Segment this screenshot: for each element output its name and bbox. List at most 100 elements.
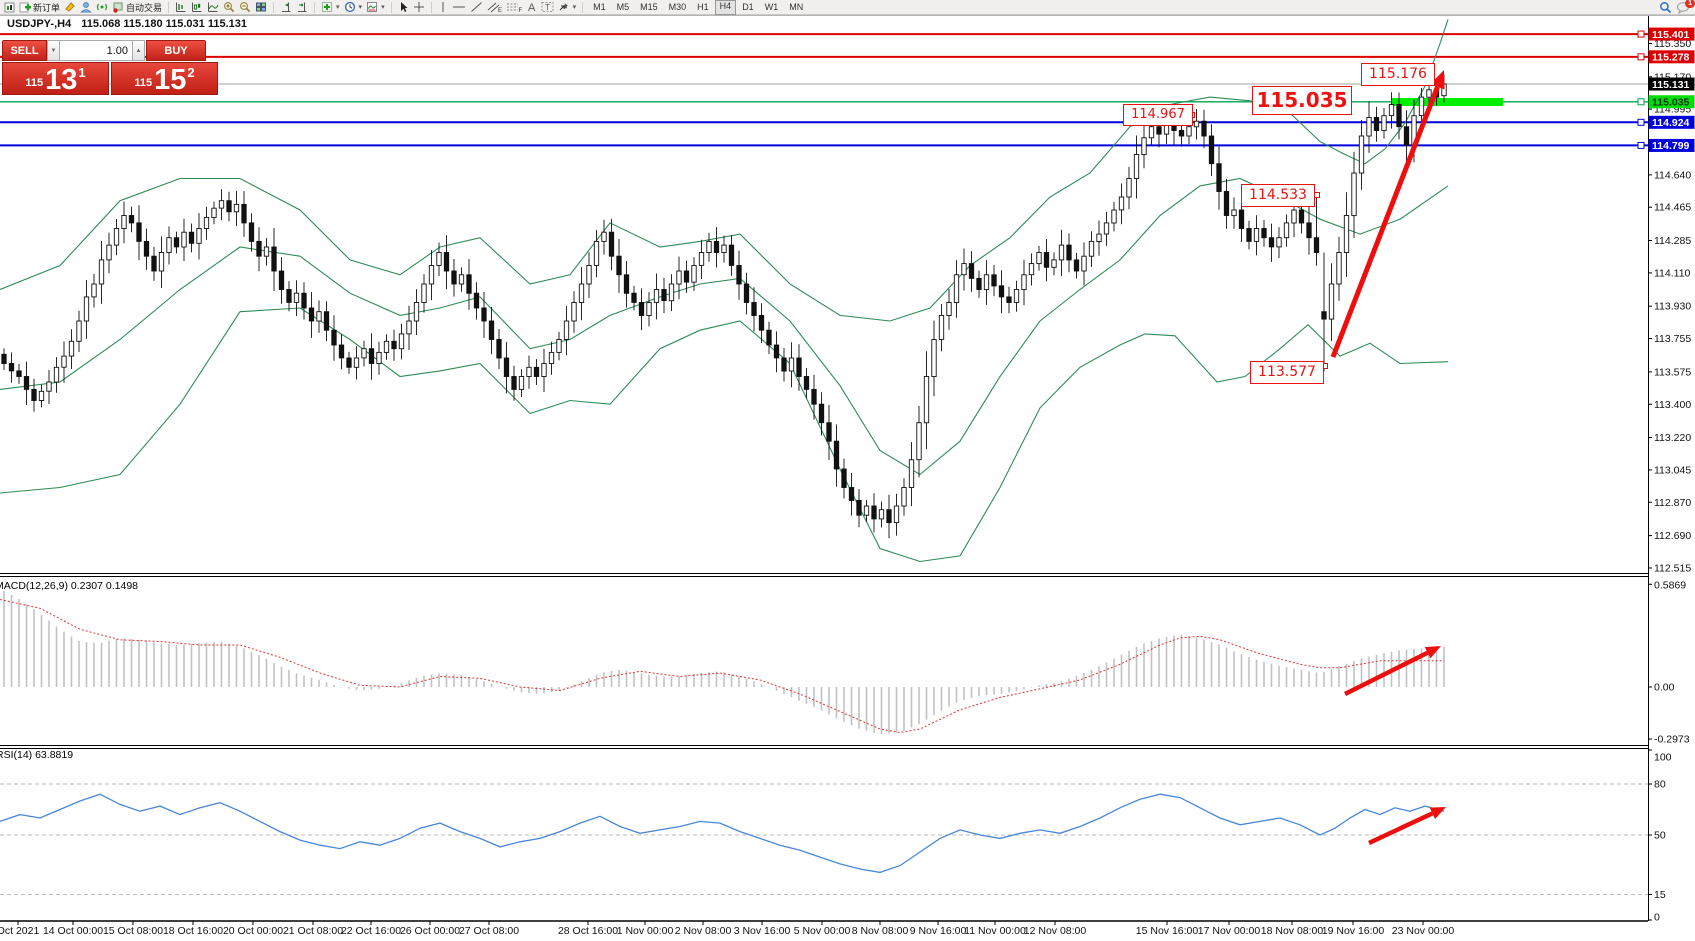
text-label-icon[interactable]: T	[540, 1, 555, 14]
svg-text:F: F	[518, 8, 522, 13]
volume-input[interactable]: 1.00	[60, 40, 132, 61]
style-brush-icon[interactable]	[63, 1, 77, 14]
new-order-button[interactable]: 新订单	[18, 1, 61, 14]
price-callout-113.577[interactable]: 113.577	[1250, 360, 1324, 384]
svg-text:-0.2973: -0.2973	[1654, 734, 1690, 746]
cursor-icon[interactable]	[397, 1, 410, 14]
svg-text:113.400: 113.400	[1654, 399, 1691, 411]
auto-trading-button[interactable]: 自动交易	[111, 1, 163, 14]
horizontal-price-lines[interactable]	[0, 33, 1648, 147]
price-callout-114.533[interactable]: 114.533	[1241, 183, 1315, 207]
svg-text:E: E	[498, 8, 502, 13]
bollinger-middle	[0, 177, 1449, 476]
timeframe-MN[interactable]: MN	[789, 1, 804, 12]
trend-arrow-2[interactable]	[1424, 646, 1441, 659]
timeframe-M1[interactable]: M1	[593, 1, 606, 12]
timeframe-W1[interactable]: W1	[764, 1, 779, 12]
buy-price-big: 15	[154, 64, 187, 96]
crosshair-icon[interactable]	[412, 1, 426, 14]
toolbar-separator	[582, 1, 584, 13]
svg-text:100: 100	[1654, 752, 1672, 764]
ohlc-values: 115.068 115.180 115.031 115.131	[81, 18, 247, 30]
buy-price-display[interactable]: 115 15 2	[111, 62, 218, 95]
svg-text:19 Nov 16:00: 19 Nov 16:00	[1322, 925, 1385, 937]
svg-text:114.465: 114.465	[1654, 202, 1691, 214]
equidistant-channel-icon[interactable]: E	[486, 1, 503, 14]
notifications-button[interactable]: 1	[1675, 0, 1695, 14]
svg-text:A: A	[528, 2, 536, 13]
timeframe-M15[interactable]: M15	[640, 1, 658, 12]
svg-text:15: 15	[1654, 889, 1666, 901]
svg-text:114.110: 114.110	[1654, 267, 1691, 279]
svg-text:18 Oct 16:00: 18 Oct 16:00	[163, 925, 223, 937]
timeframe-H4[interactable]: H4	[714, 0, 737, 15]
sell-price-big: 13	[45, 64, 78, 96]
svg-text:115.401: 115.401	[1652, 29, 1690, 41]
indicator-axes: 0.5869 0.00 -0.2973 100 80 50 15 0	[1648, 580, 1690, 924]
vertical-line-icon[interactable]	[437, 1, 449, 14]
price-callout-115.176[interactable]: 115.176	[1361, 62, 1435, 86]
new-order-label: 新订单	[33, 2, 61, 13]
zoom-in-icon[interactable]	[222, 1, 236, 14]
arrows-tool-icon[interactable]: ▾	[557, 1, 578, 14]
rsi-indicator-label: RSI(14) 63.8819	[0, 749, 74, 761]
period-clock-button[interactable]: ▾	[343, 1, 364, 14]
rsi-dashed-levels	[0, 783, 1648, 895]
fibonacci-icon[interactable]: F	[505, 1, 523, 14]
horizontal-line-icon[interactable]	[451, 1, 467, 14]
svg-text:114.285: 114.285	[1654, 235, 1691, 247]
auto-trading-label: 自动交易	[126, 2, 163, 13]
bollinger-lower	[0, 307, 1449, 563]
svg-text:112.690: 112.690	[1654, 530, 1691, 542]
sell-button[interactable]: SELL	[2, 40, 47, 61]
auto-scroll-icon[interactable]	[295, 1, 309, 14]
volume-increase-button[interactable]: ▲	[132, 40, 145, 61]
chart-window-title: USDJPY-,H4 115.068 115.180 115.031 115.13…	[7, 18, 247, 30]
candles	[1, 74, 1447, 539]
tile-windows-icon[interactable]	[254, 1, 268, 14]
buy-price-small: 115	[134, 77, 153, 89]
rsi-line	[0, 793, 1445, 874]
timeframe-D1[interactable]: D1	[742, 1, 754, 12]
svg-text:12 Nov 08:00: 12 Nov 08:00	[1024, 925, 1087, 937]
volume-decrease-button[interactable]: ▼	[47, 40, 60, 61]
svg-text:113.755: 113.755	[1654, 333, 1691, 345]
trend-arrows[interactable]	[1330, 70, 1446, 846]
toolbar-separator	[430, 1, 432, 13]
candlestick-chart-icon[interactable]	[190, 1, 204, 14]
zoom-out-icon[interactable]	[238, 1, 252, 14]
market-watch-icon[interactable]	[79, 1, 93, 14]
text-icon[interactable]: A	[525, 1, 538, 14]
sell-price-display[interactable]: 115 13 1	[2, 62, 109, 95]
search-icon[interactable]	[1658, 1, 1673, 14]
macd-signal-line	[0, 599, 1444, 734]
price-callout-115.035[interactable]: 115.035	[1251, 85, 1353, 115]
buy-button[interactable]: BUY	[146, 40, 206, 61]
date-axis[interactable]: Oct 2021 14 Oct 00:00 15 Oct 08:00 18 Oct 1…	[0, 921, 1454, 937]
svg-text:23 Nov 00:00: 23 Nov 00:00	[1392, 925, 1455, 937]
chart-shift-icon[interactable]	[279, 1, 293, 14]
signals-icon[interactable]	[95, 1, 109, 14]
add-indicator-button[interactable]: ▾	[320, 1, 341, 14]
svg-text:2 Nov 08:00: 2 Nov 08:00	[675, 925, 732, 937]
trend-arrow-3[interactable]	[1429, 807, 1446, 820]
line-chart-icon[interactable]	[206, 1, 220, 14]
svg-text:112.515: 112.515	[1654, 562, 1691, 574]
bollinger-bands[interactable]	[0, 19, 1449, 563]
timeframe-H1[interactable]: H1	[697, 1, 709, 12]
price-callout-114.967[interactable]: 114.967	[1123, 104, 1193, 126]
svg-text:11 Nov 00:00: 11 Nov 00:00	[964, 925, 1026, 937]
trendline-icon[interactable]	[469, 1, 484, 14]
timeframe-M5[interactable]: M5	[616, 1, 630, 12]
chart-doc-icon[interactable]	[3, 1, 16, 14]
green-highlight-bar[interactable]	[1392, 98, 1503, 106]
bar-chart-icon[interactable]	[174, 1, 188, 14]
svg-text:15 Nov 16:00: 15 Nov 16:00	[1136, 925, 1199, 937]
svg-text:1 Nov 00:00: 1 Nov 00:00	[617, 925, 674, 937]
svg-text:113.575: 113.575	[1654, 366, 1691, 378]
pane-borders	[0, 15, 1695, 922]
timeframe-M30[interactable]: M30	[668, 1, 687, 12]
svg-text:113.930: 113.930	[1654, 301, 1691, 313]
template-button[interactable]: ▾	[365, 1, 386, 14]
